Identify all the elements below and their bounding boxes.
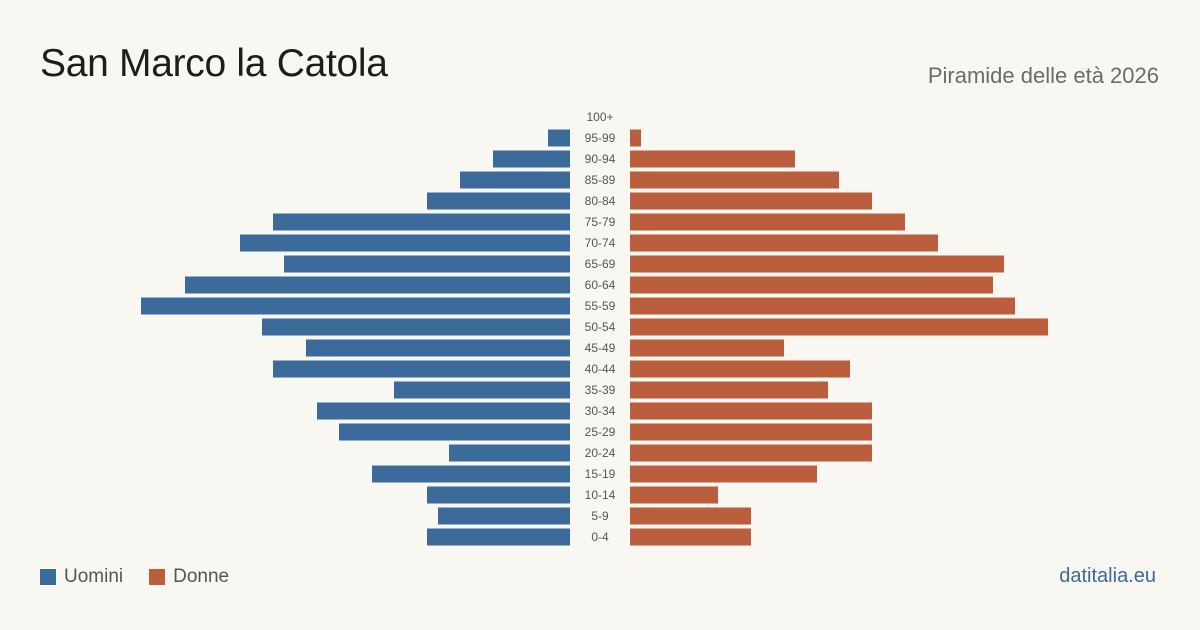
bar-women-5-9 [630, 507, 751, 525]
bar-men-60-64 [185, 276, 570, 294]
age-label-55-59: 55-59 [585, 299, 616, 313]
bar-men-0-4 [427, 528, 570, 546]
bar-men-40-44 [273, 360, 570, 378]
bar-men-80-84 [427, 192, 570, 210]
age-label-90-94: 90-94 [585, 152, 616, 166]
age-label-50-54: 50-54 [585, 320, 616, 334]
bar-men-90-94 [493, 150, 570, 168]
bar-men-35-39 [394, 381, 570, 399]
bar-men-65-69 [284, 255, 570, 273]
bar-men-55-59 [141, 297, 570, 315]
bar-men-45-49 [306, 339, 570, 357]
legend-item-men: Uomini [40, 566, 123, 588]
bar-women-60-64 [630, 276, 993, 294]
age-label-20-24: 20-24 [585, 446, 616, 460]
age-label-25-29: 25-29 [585, 425, 616, 439]
bar-men-95-99 [548, 129, 570, 147]
bar-men-50-54 [262, 318, 570, 336]
age-label-60-64: 60-64 [585, 278, 616, 292]
age-label-0-4: 0-4 [591, 530, 609, 544]
bar-men-5-9 [438, 507, 570, 525]
age-label-100+: 100+ [586, 110, 613, 124]
bar-women-20-24 [630, 444, 872, 462]
legend-item-women: Donne [149, 566, 229, 588]
age-label-40-44: 40-44 [585, 362, 616, 376]
legend-label-men: Uomini [64, 566, 124, 587]
bar-women-50-54 [630, 318, 1048, 336]
bar-women-45-49 [630, 339, 784, 357]
bar-men-25-29 [339, 423, 570, 441]
bar-women-25-29 [630, 423, 872, 441]
bar-women-70-74 [630, 234, 938, 252]
age-label-30-34: 30-34 [585, 404, 616, 418]
age-label-35-39: 35-39 [585, 383, 616, 397]
age-label-15-19: 15-19 [585, 467, 616, 481]
bar-women-80-84 [630, 192, 872, 210]
bar-men-10-14 [427, 486, 570, 504]
bar-women-10-14 [630, 486, 718, 504]
bar-men-15-19 [372, 465, 570, 483]
bar-women-40-44 [630, 360, 850, 378]
bar-women-95-99 [630, 129, 641, 147]
age-label-10-14: 10-14 [585, 488, 616, 502]
age-label-65-69: 65-69 [585, 257, 616, 271]
brand-link[interactable]: datitalia.eu [1059, 565, 1156, 587]
bar-women-75-79 [630, 213, 905, 231]
age-label-75-79: 75-79 [585, 215, 616, 229]
bar-men-75-79 [273, 213, 570, 231]
age-label-80-84: 80-84 [585, 194, 616, 208]
legend-swatch-men [40, 569, 56, 585]
bar-women-90-94 [630, 150, 795, 168]
legend: Uomini Donne [40, 566, 255, 588]
age-label-85-89: 85-89 [585, 173, 616, 187]
bar-women-65-69 [630, 255, 1004, 273]
bar-women-0-4 [630, 528, 751, 546]
legend-label-women: Donne [173, 566, 230, 587]
bar-men-85-89 [460, 171, 570, 189]
bar-men-30-34 [317, 402, 570, 420]
bar-men-70-74 [240, 234, 570, 252]
age-label-70-74: 70-74 [585, 236, 616, 250]
age-label-5-9: 5-9 [591, 509, 609, 523]
bar-women-85-89 [630, 171, 839, 189]
age-label-95-99: 95-99 [585, 131, 616, 145]
bar-women-55-59 [630, 297, 1015, 315]
chart-subtitle: Piramide delle età 2026 [927, 63, 1159, 88]
age-label-45-49: 45-49 [585, 341, 616, 355]
chart-title: San Marco la Catola [40, 42, 388, 85]
bar-women-30-34 [630, 402, 872, 420]
bar-men-20-24 [449, 444, 570, 462]
bar-women-15-19 [630, 465, 817, 483]
bar-women-35-39 [630, 381, 828, 399]
legend-swatch-women [149, 569, 166, 585]
